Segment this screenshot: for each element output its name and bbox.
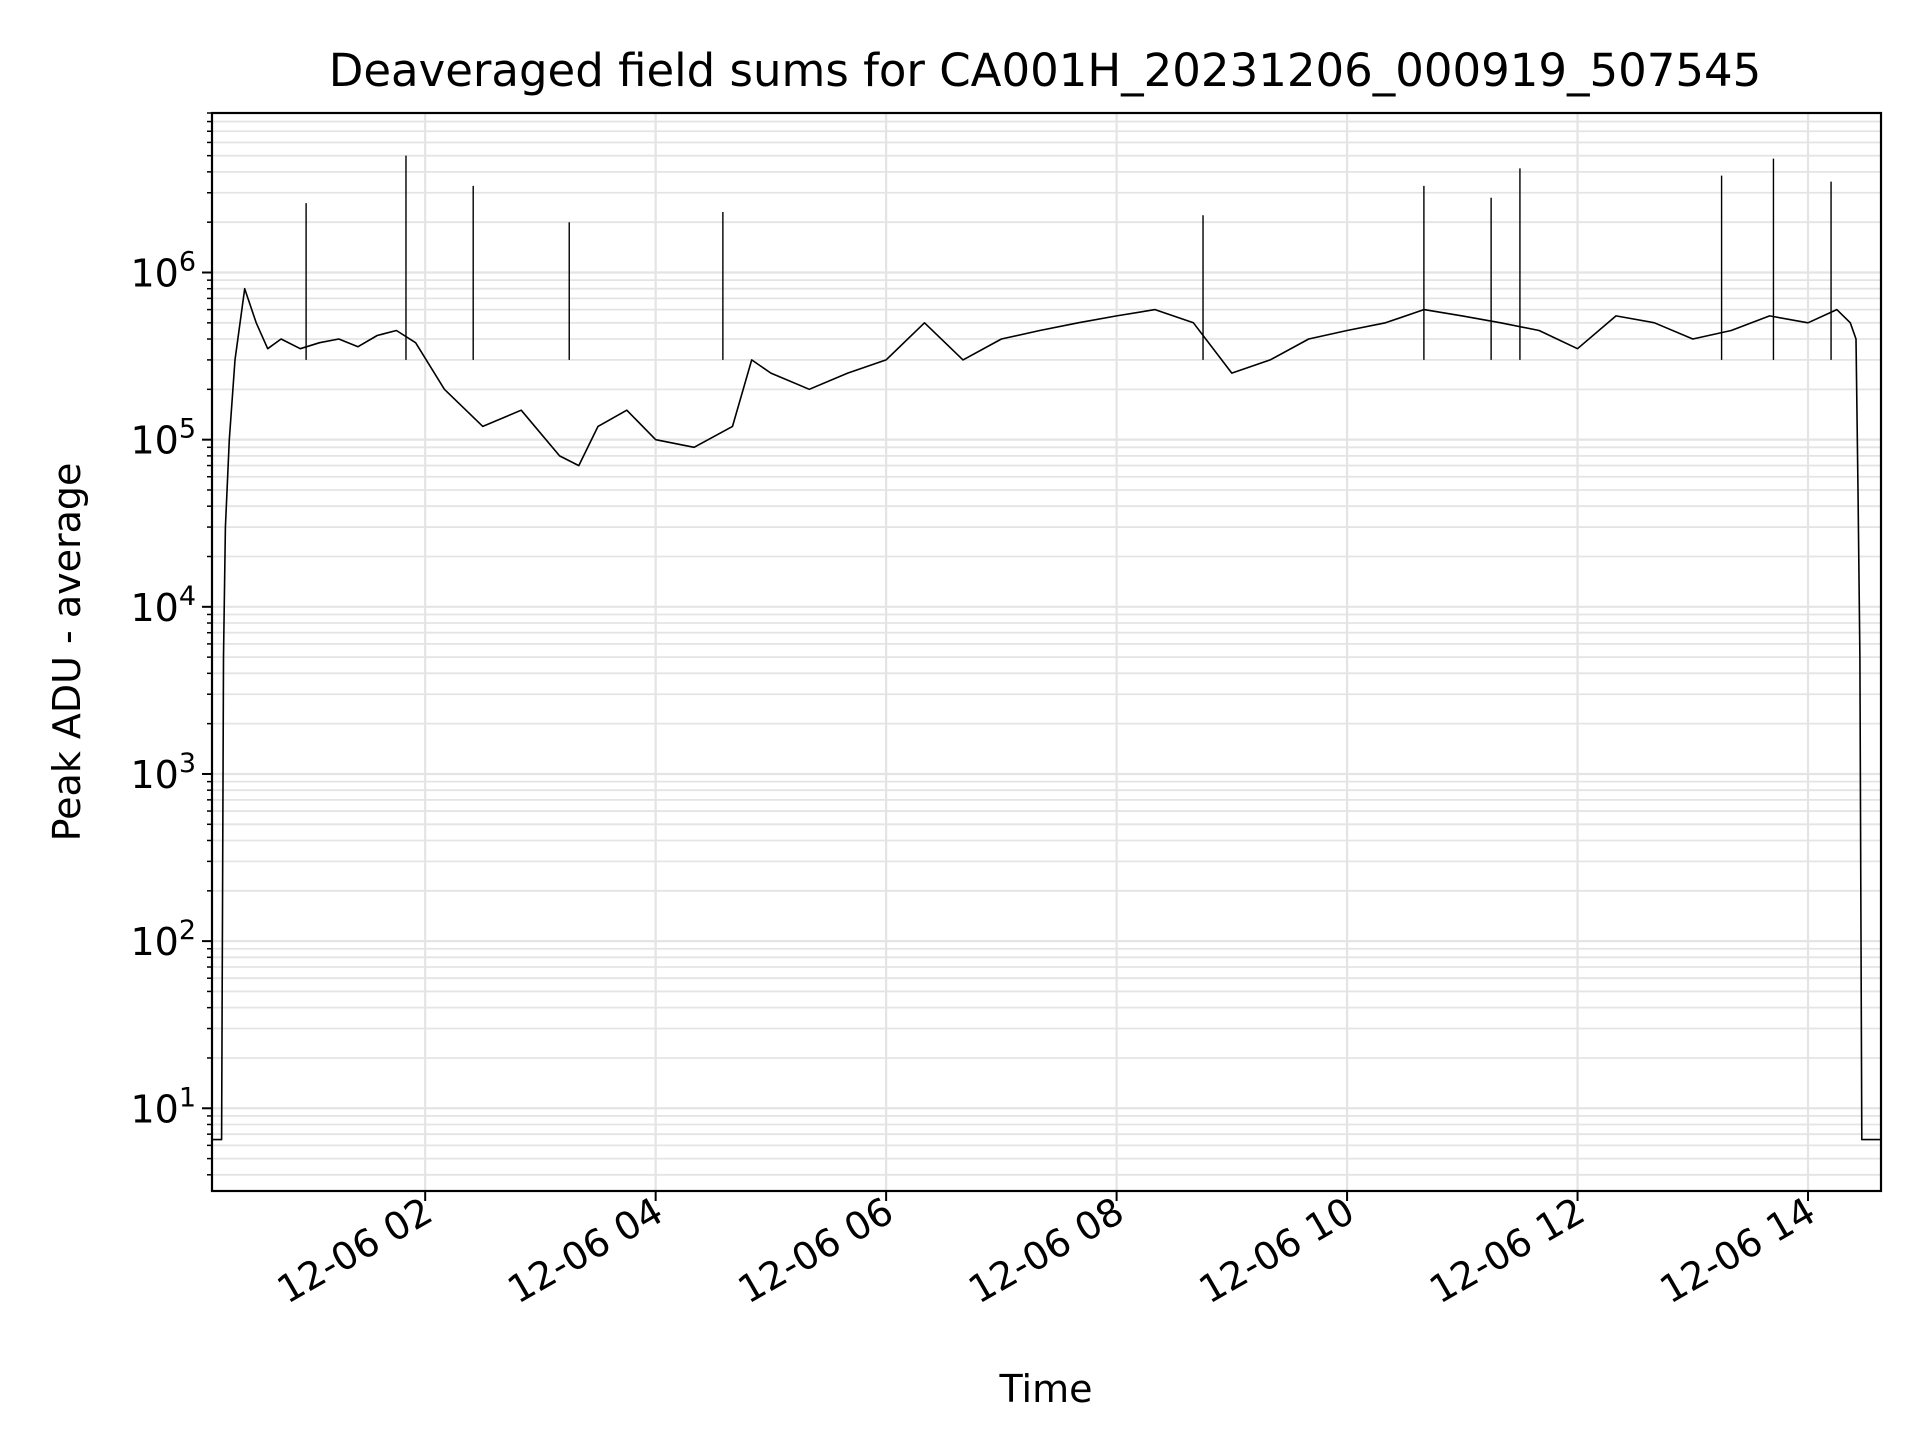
x-tick-label: 12-06 12 (1422, 1189, 1592, 1313)
x-axis: 12-06 02 12-06 04 12-06 06 12-06 08 12-06 10… (270, 1189, 1823, 1313)
spike-lines (305, 155, 1832, 360)
x-tick-label: 12-06 04 (500, 1189, 670, 1313)
x-tick-label: 12-06 08 (961, 1189, 1131, 1313)
x-tick-label: 12-06 14 (1653, 1189, 1823, 1313)
plot-frame (210, 111, 1883, 1193)
y-tick-label: 103 (130, 748, 196, 797)
x-tick-label: 12-06 10 (1192, 1189, 1362, 1313)
x-axis-label: Time (999, 1367, 1093, 1411)
x-tick-label: 12-06 02 (270, 1189, 440, 1313)
y-tick-label: 104 (130, 581, 196, 630)
series-line (212, 287, 1881, 1141)
y-axis: 101 102 103 104 105 106 (130, 112, 212, 1176)
chart-title: Deaveraged field sums for CA001H_2023120… (329, 44, 1762, 97)
y-tick-label: 106 (130, 247, 196, 296)
x-tick-label: 12-06 06 (731, 1189, 901, 1313)
grid-lines (212, 112, 1881, 1191)
plot-area (212, 155, 1881, 1141)
y-tick-label: 101 (130, 1082, 196, 1131)
y-tick-label: 102 (130, 915, 196, 964)
y-axis-label: Peak ADU - average (45, 463, 89, 842)
y-tick-label: 105 (130, 414, 196, 463)
